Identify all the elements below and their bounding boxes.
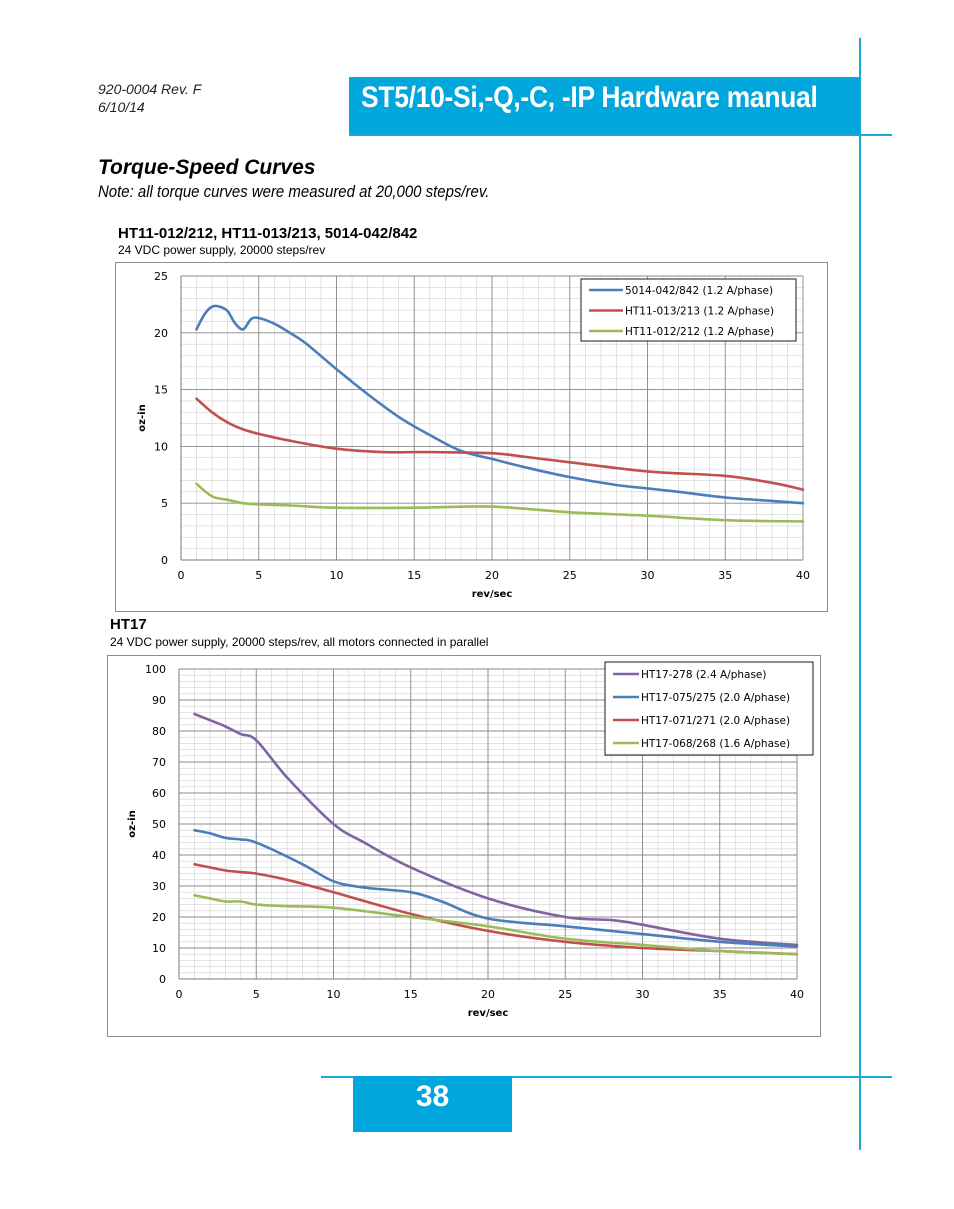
- chart1-heading: HT11-012/212, HT11-013/213, 5014-042/842: [118, 225, 418, 242]
- chart2-series-line-1: [193, 712, 799, 947]
- chart1-series-line-1: [195, 304, 805, 505]
- chart1-legend: 5014-042/842 (1.2 A/phase) HT11-013/213 (…: [580, 278, 797, 342]
- chart1-legend-label: HT11-013/213 (1.2 A/phase): [625, 306, 774, 318]
- chart1-x-tick-label: 15: [407, 569, 421, 582]
- chart2-series-line-2: [193, 828, 799, 948]
- chart2-x-tick-label: 25: [558, 988, 572, 1001]
- chart2-y-tick-label: 10: [152, 942, 166, 955]
- chart2-x-axis-label: rev/sec: [468, 1008, 509, 1019]
- chart1-y-tick-label: 25: [154, 270, 168, 283]
- chart2-x-tick-label: 20: [481, 988, 495, 1001]
- chart2-y-tick-label: 50: [152, 818, 166, 831]
- chart2-y-tick-label: 60: [152, 787, 166, 800]
- chart2-y-axis-label: oz-in: [127, 810, 138, 837]
- chart1-series-line-2: [195, 397, 805, 491]
- chart2-series-line-4: [193, 894, 799, 956]
- chart2-legend-label: HT17-071/271 (2.0 A/phase): [641, 715, 790, 727]
- chart1-y-tick-label: 15: [154, 384, 168, 397]
- chart2-legend-label: HT17-068/268 (1.6 A/phase): [641, 738, 790, 750]
- chart2-y-tick-label: 0: [159, 973, 166, 986]
- chart2-y-tick-label: 20: [152, 911, 166, 924]
- chart2-x-tick-label: 0: [176, 988, 183, 1001]
- chart1-y-tick-label: 20: [154, 327, 168, 340]
- chart1-y-axis-label: oz-in: [137, 404, 148, 431]
- chart1-x-tick-label: 5: [255, 569, 262, 582]
- chart2-legend-label: HT17-278 (2.4 A/phase): [641, 669, 766, 681]
- chart1-y-tick-label: 0: [161, 554, 168, 567]
- header-rule: [349, 134, 892, 136]
- page-number-box: 38: [353, 1076, 512, 1132]
- chart2-x-tick-label: 40: [790, 988, 804, 1001]
- chart1-y-tick-label: 10: [154, 440, 168, 453]
- right-margin-rule: [859, 38, 861, 1150]
- chart2-legend-label: HT17-075/275 (2.0 A/phase): [641, 692, 790, 704]
- footer-rule: [321, 1076, 892, 1078]
- doc-meta: 920-0004 Rev. F 6/10/14: [98, 80, 201, 116]
- chart2-x-tick-label: 15: [404, 988, 418, 1001]
- chart2-legend: HT17-278 (2.4 A/phase) HT17-075/275 (2.0 …: [604, 661, 814, 756]
- title-banner: ST5/10-Si,-Q,-C, -IP Hardware manual: [349, 77, 860, 134]
- chart2-x-tick-label: 10: [327, 988, 341, 1001]
- chart1-x-axis-label: rev/sec: [472, 589, 513, 600]
- chart1-y-tick-label: 5: [161, 497, 168, 510]
- chart2-y-tick-label: 80: [152, 725, 166, 738]
- chart2-y-tick-label: 70: [152, 756, 166, 769]
- chart2-legend-box: [604, 661, 814, 756]
- chart1-torque-speed: 0 5 10 15 20 25 30 35 40 0 5 10 15 20 25 rev/sec oz-in 50…: [115, 262, 828, 612]
- chart1-subtitle: 24 VDC power supply, 20000 steps/rev: [118, 243, 326, 257]
- chart2-x-tick-label: 35: [713, 988, 727, 1001]
- chart2-series-line-3: [193, 863, 799, 956]
- chart1-x-tick-label: 0: [178, 569, 185, 582]
- chart2-y-tick-label: 90: [152, 694, 166, 707]
- doc-number: 920-0004 Rev. F: [98, 81, 202, 97]
- page-title: ST5/10-Si,-Q,-C, -IP Hardware manual: [361, 81, 818, 114]
- chart1-legend-label: 5014-042/842 (1.2 A/phase): [625, 285, 773, 297]
- chart1-x-tick-label: 30: [641, 569, 655, 582]
- chart1-x-tick-label: 25: [563, 569, 577, 582]
- chart1-legend-label: HT11-012/212 (1.2 A/phase): [625, 326, 774, 338]
- chart1-x-tick-label: 10: [330, 569, 344, 582]
- page-number: 38: [415, 1080, 450, 1113]
- doc-date: 6/10/14: [98, 99, 145, 115]
- chart2-y-tick-label: 100: [145, 663, 166, 676]
- chart1-x-tick-label: 20: [485, 569, 499, 582]
- chart2-heading: HT17: [110, 616, 147, 633]
- chart1-x-tick-label: 40: [796, 569, 810, 582]
- chart2-y-tick-label: 30: [152, 880, 166, 893]
- chart1-x-tick-label: 35: [718, 569, 732, 582]
- chart1-series-line-3: [195, 482, 805, 523]
- chart2-y-tick-label: 40: [152, 849, 166, 862]
- chart2-x-tick-label: 5: [253, 988, 260, 1001]
- chart2-subtitle: 24 VDC power supply, 20000 steps/rev, al…: [110, 635, 489, 649]
- chart2-x-tick-label: 30: [636, 988, 650, 1001]
- section-title: Torque-Speed Curves: [98, 156, 316, 179]
- chart2-torque-speed: 0 5 10 15 20 25 30 35 40 0 10 20 30 40 50 60 70 80 90 100 re…: [107, 655, 821, 1037]
- section-note: Note: all torque curves were measured at…: [98, 182, 490, 201]
